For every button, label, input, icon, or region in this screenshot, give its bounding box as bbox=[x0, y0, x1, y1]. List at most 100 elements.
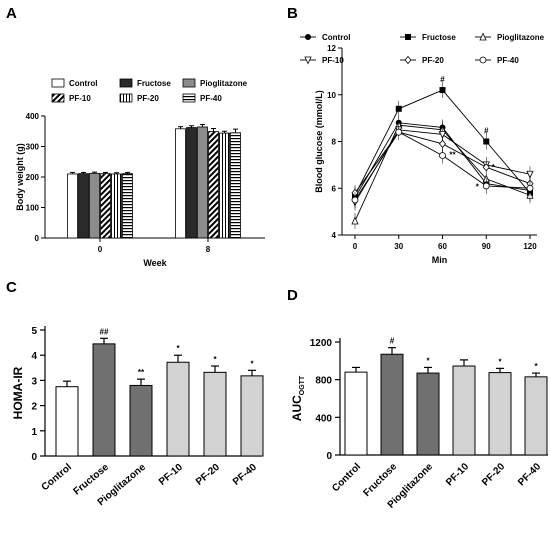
bar bbox=[67, 173, 78, 239]
x-tick-label: 90 bbox=[482, 242, 491, 251]
y-axis-label: AUCOGTT bbox=[290, 375, 306, 421]
panel-label-d: D bbox=[287, 287, 298, 304]
marker-diamond bbox=[438, 139, 447, 148]
y-tick-label: 1 bbox=[31, 427, 37, 438]
y-tick-label: 12 bbox=[327, 44, 336, 53]
y-tick-label: 10 bbox=[327, 91, 336, 100]
y-tick-label: 0 bbox=[35, 234, 40, 243]
y-tick-label: 6 bbox=[332, 184, 337, 193]
legend-label: Control bbox=[69, 79, 97, 88]
legend-swatch bbox=[182, 78, 196, 88]
marker-filled-square bbox=[439, 87, 446, 94]
significance-mark: # bbox=[390, 337, 395, 346]
bar bbox=[166, 361, 190, 457]
legend-label: Pioglitazone bbox=[200, 79, 248, 88]
x-axis-label: Week bbox=[143, 258, 167, 268]
legend-label: Pioglitazone bbox=[497, 33, 545, 42]
legend-label: PF-40 bbox=[200, 94, 222, 103]
y-axis-label: Blood glucose (mmol/L) bbox=[314, 90, 324, 193]
bar bbox=[100, 173, 111, 239]
x-tick-label: 8 bbox=[206, 245, 211, 254]
marker-filled-square bbox=[483, 138, 490, 145]
x-tick-label: PF-20 bbox=[480, 461, 507, 488]
significance-mark: # bbox=[484, 127, 489, 136]
y-axis-label: HOMA-IR bbox=[11, 366, 25, 419]
significance-mark: * bbox=[492, 163, 496, 172]
y-tick-label: 0 bbox=[31, 452, 37, 463]
x-axis-label: Min bbox=[432, 255, 448, 265]
marker-diamond bbox=[482, 163, 490, 172]
x-tick-label: Control bbox=[40, 462, 74, 493]
bar bbox=[452, 365, 476, 456]
x-tick-label: PF-10 bbox=[157, 462, 185, 488]
chart-c: 012345Control##Fructose**Pioglitazone*PF… bbox=[11, 326, 264, 508]
bar bbox=[92, 343, 116, 457]
significance-mark: * bbox=[426, 356, 430, 365]
marker-filled-square bbox=[405, 34, 411, 40]
x-tick-label: 0 bbox=[353, 242, 358, 251]
marker-open-circle bbox=[395, 128, 403, 136]
panel-label-a: A bbox=[6, 5, 17, 22]
legend-swatch bbox=[119, 93, 133, 103]
significance-mark: * bbox=[250, 359, 254, 368]
bar bbox=[208, 131, 219, 239]
significance-mark: * bbox=[213, 355, 217, 364]
legend-swatch bbox=[182, 93, 196, 103]
y-tick-label: 2 bbox=[31, 402, 37, 413]
legend-label: PF-20 bbox=[422, 56, 444, 65]
legend-label: PF-10 bbox=[322, 56, 344, 65]
x-tick-label: PF-40 bbox=[231, 462, 259, 488]
significance-mark: ** bbox=[449, 151, 456, 160]
marker-down-triangle bbox=[304, 56, 312, 65]
y-tick-label: 100 bbox=[26, 204, 40, 213]
bar bbox=[175, 128, 186, 239]
bar bbox=[186, 127, 197, 239]
significance-mark: * bbox=[449, 137, 453, 146]
legend-label: Control bbox=[322, 33, 350, 42]
panel-label-b: B bbox=[287, 5, 298, 22]
y-tick-label: 400 bbox=[315, 413, 332, 424]
y-tick-label: 200 bbox=[26, 173, 40, 182]
legend-label: PF-20 bbox=[137, 94, 159, 103]
x-tick-label: 120 bbox=[523, 242, 537, 251]
x-tick-label: PF-40 bbox=[516, 461, 543, 488]
marker-open-circle bbox=[479, 56, 487, 64]
y-tick-label: 0 bbox=[326, 451, 332, 462]
y-tick-label: 4 bbox=[31, 351, 37, 362]
y-tick-label: 800 bbox=[315, 376, 332, 387]
panel-label-c: C bbox=[6, 279, 17, 296]
bar bbox=[111, 173, 122, 239]
legend-label: PF-40 bbox=[497, 56, 519, 65]
marker-down-triangle bbox=[438, 131, 447, 139]
x-tick-label: 0 bbox=[98, 245, 103, 254]
legend-swatch bbox=[119, 78, 133, 88]
bar bbox=[240, 375, 264, 457]
marker-open-circle bbox=[351, 196, 359, 204]
bar bbox=[197, 126, 208, 239]
legend-label: PF-10 bbox=[69, 94, 91, 103]
marker-down-triangle bbox=[526, 170, 534, 179]
y-tick-label: 4 bbox=[332, 231, 337, 240]
bar bbox=[78, 173, 89, 239]
bar bbox=[416, 372, 440, 456]
bar bbox=[230, 132, 241, 239]
significance-mark: * bbox=[176, 344, 180, 353]
bar bbox=[344, 371, 368, 456]
bar bbox=[219, 132, 230, 239]
y-tick-label: 8 bbox=[332, 138, 337, 147]
bar bbox=[129, 384, 153, 457]
y-tick-label: 5 bbox=[31, 326, 37, 337]
x-tick-label: 30 bbox=[394, 242, 403, 251]
legend-swatch bbox=[51, 78, 65, 88]
y-tick-label: 300 bbox=[26, 143, 40, 152]
chart-d: 04008001200Control#Fructose*Pioglitazone… bbox=[290, 337, 548, 511]
x-tick-label: Fructose bbox=[361, 461, 399, 499]
y-tick-label: 400 bbox=[26, 112, 40, 121]
marker-triangle bbox=[479, 32, 487, 41]
marker-diamond bbox=[404, 55, 412, 65]
significance-mark: # bbox=[440, 75, 445, 84]
bar bbox=[524, 376, 548, 456]
bar bbox=[203, 371, 227, 457]
legend-swatch bbox=[51, 93, 65, 103]
